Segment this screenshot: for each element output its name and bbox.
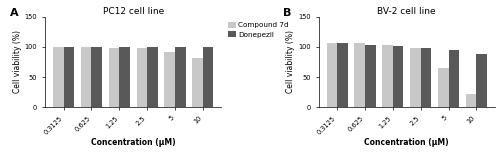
Y-axis label: Cell viability (%): Cell viability (%) [13,30,22,93]
Bar [192,58,203,107]
Bar [354,43,365,107]
Title: PC12 cell line: PC12 cell line [102,7,164,16]
Text: A: A [10,8,18,18]
Bar [81,47,92,107]
Y-axis label: Cell viability (%): Cell viability (%) [286,30,296,93]
Title: BV-2 cell line: BV-2 cell line [378,7,436,16]
Bar [164,52,175,107]
Bar [203,47,213,107]
Bar [382,45,393,107]
Bar [175,47,186,107]
Bar [410,48,420,107]
X-axis label: Concentration (μM): Concentration (μM) [91,138,176,147]
Bar [108,48,120,107]
Bar [326,43,337,107]
Bar [466,94,476,107]
Bar [393,46,404,107]
Bar [365,45,376,107]
X-axis label: Concentration (μM): Concentration (μM) [364,138,449,147]
Bar [53,47,64,107]
Bar [420,48,432,107]
Legend: Compound 7d, Donepezil: Compound 7d, Donepezil [227,21,290,39]
Bar [337,43,347,107]
Bar [136,48,147,107]
Bar [448,50,459,107]
Text: B: B [283,8,292,18]
Bar [476,54,487,107]
Bar [120,47,130,107]
Bar [92,47,102,107]
Bar [64,47,74,107]
Bar [147,47,158,107]
Bar [438,68,448,107]
